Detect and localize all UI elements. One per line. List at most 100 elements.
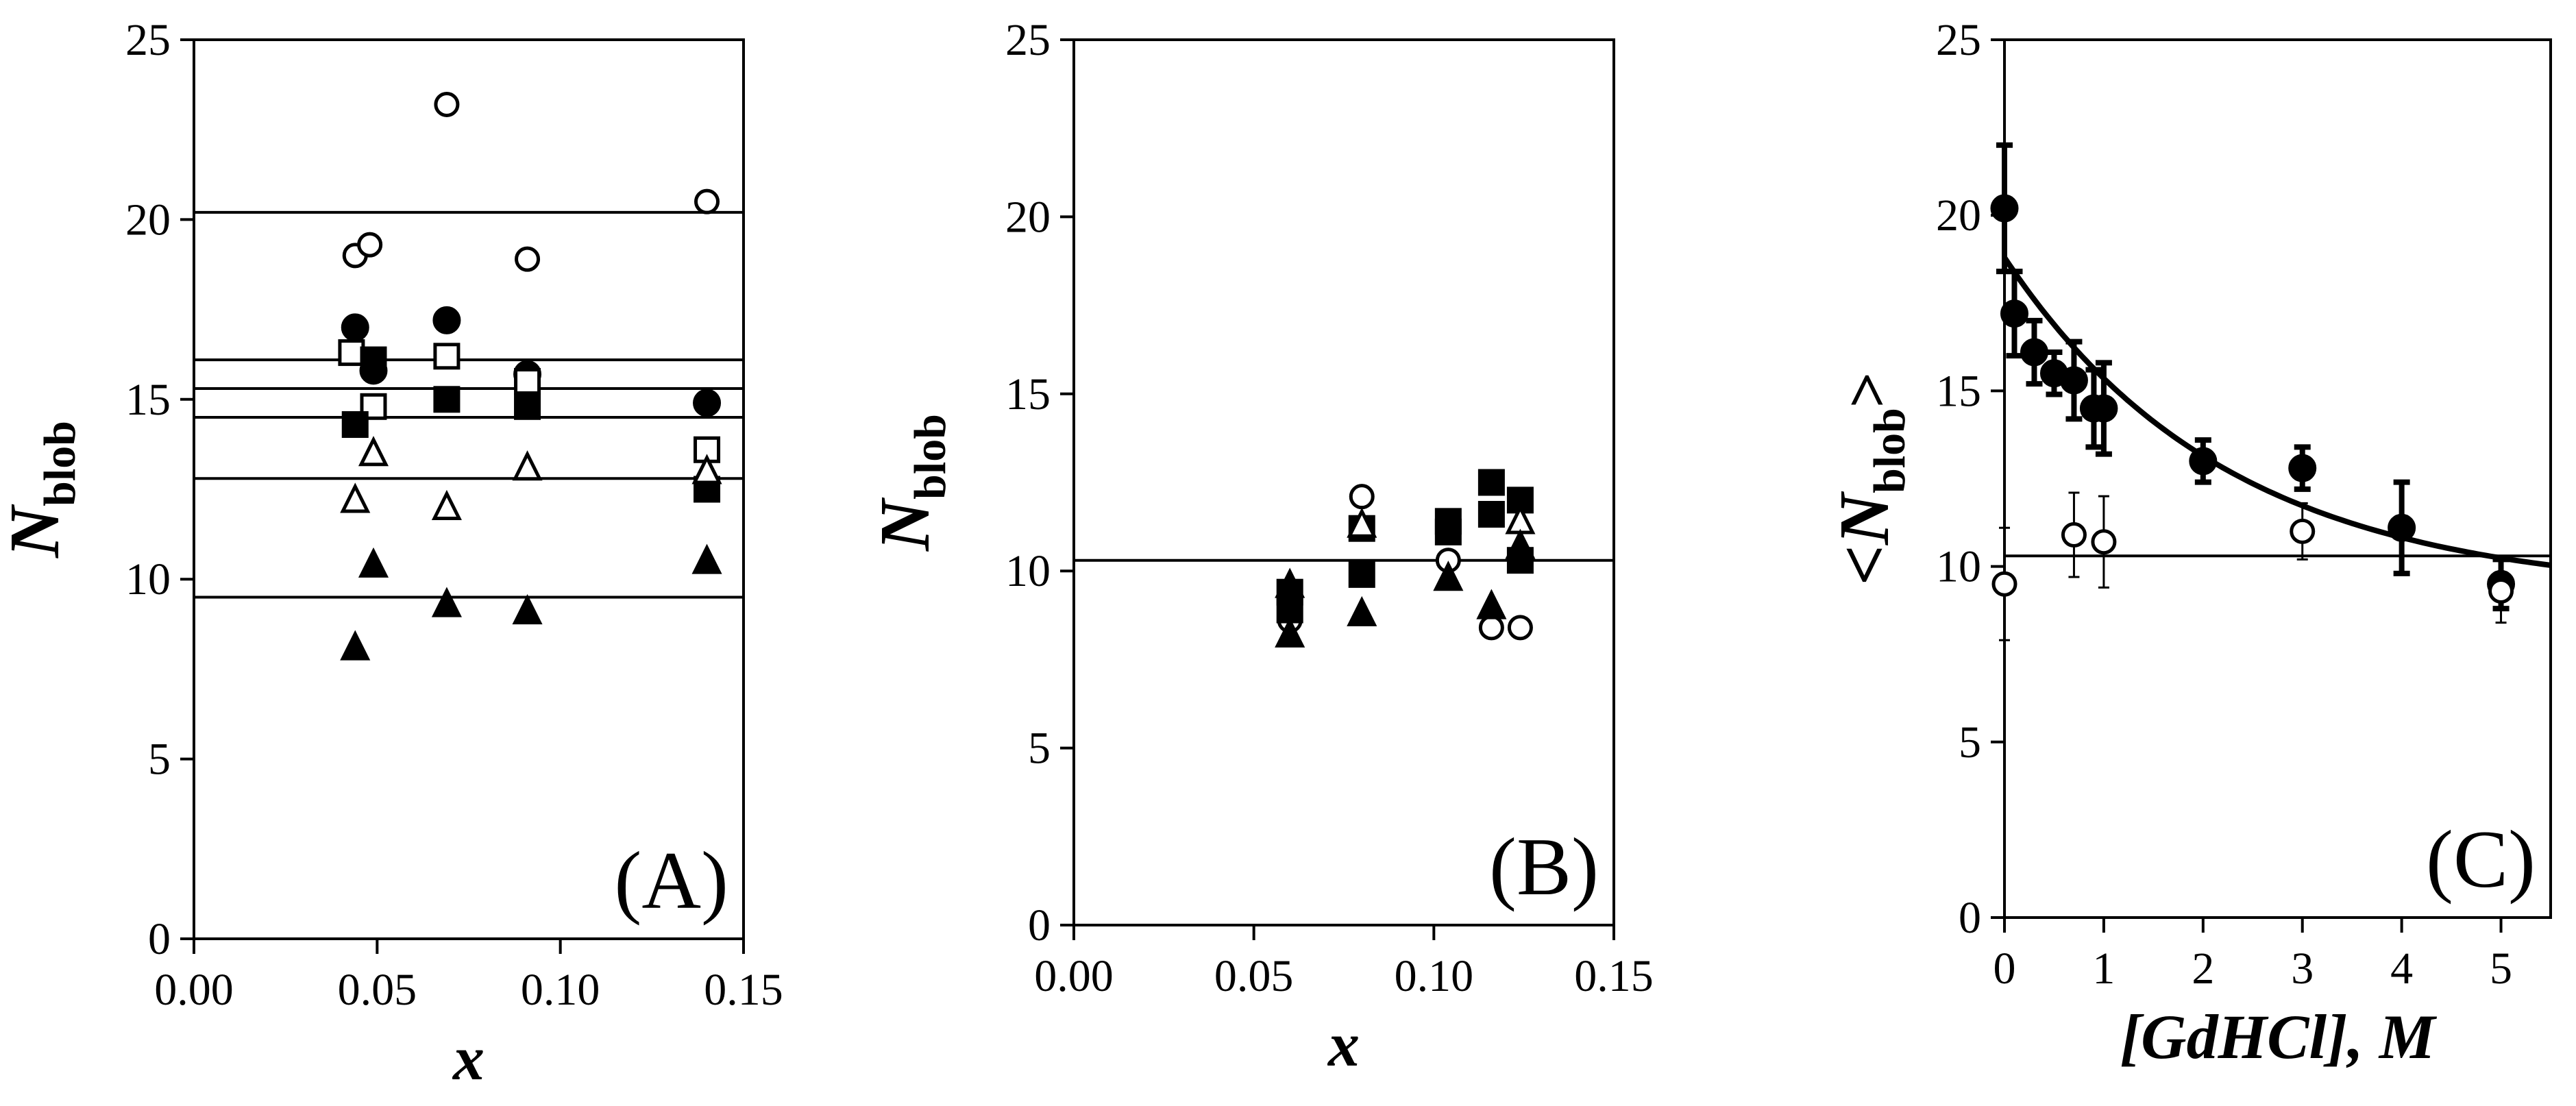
y-tick-label: 5 [148,735,171,785]
data-point [691,454,722,484]
data-point [1991,571,2017,597]
y-tick-label: 15 [1936,366,1981,416]
data-point [1433,561,1464,591]
x-tick-label: 5 [2490,944,2512,994]
data-point [340,482,371,513]
y-axis-title-main: N [866,497,944,552]
data-point [2288,454,2317,482]
y-tick-label: 20 [1005,192,1051,242]
y-axis-title-subscript: blob [905,414,955,500]
x-tick-label: 4 [2390,944,2413,994]
y-tick-label: 10 [1005,546,1051,596]
series-filled-triangle [1275,528,1536,648]
data-point [1507,615,1533,641]
y-axis-title: Nblob [866,414,955,552]
data-point [1348,561,1375,588]
data-point [358,547,389,578]
data-point [1477,501,1505,528]
y-tick-label: 20 [125,195,171,245]
data-point [514,368,541,395]
data-point [2488,578,2514,604]
y-axis-title-subscript: blob [1865,408,1915,493]
panel-a: 0 5 10 15 20 25 0.00 0.05 0.10 0.15 (A) x Nblob [0,15,783,1093]
panel-label: (B) [1489,821,1599,912]
y-tick-label: 5 [1028,724,1051,774]
y-axis-title-subscript: blob [35,421,85,506]
x-tick-label: 0.10 [1395,951,1474,1001]
data-point [341,411,369,439]
y-axis-title: Nblob [0,421,85,558]
y-tick-label: 0 [1028,900,1051,950]
data-point [340,630,371,661]
y-tick-label: 15 [125,375,171,425]
series-open-triangle [340,436,722,520]
data-point [512,594,543,625]
data-point [2290,518,2316,544]
data-point [515,246,541,272]
plot-frame [2003,38,2552,919]
data-point [2089,394,2118,423]
panel-label: (A) [614,835,728,926]
x-tick-label: 0.00 [154,965,234,1015]
x-tick-label: 3 [2291,944,2314,994]
data-point [1477,469,1505,496]
y-tick-label: 25 [1005,15,1051,65]
data-point [2189,447,2218,476]
data-point [1476,589,1507,619]
data-point [2091,529,2117,555]
x-tick-label: 2 [2192,944,2214,994]
x-tick-label: 0.05 [1214,951,1294,1001]
data-point [434,91,460,117]
data-point [360,346,387,373]
data-point [693,389,722,417]
y-tick-label: 0 [1959,893,1981,943]
x-tick-label: 1 [2092,944,2115,994]
data-point [2388,513,2416,542]
y-tick-label: 0 [148,914,171,964]
x-tick-label: 0.00 [1034,951,1114,1001]
x-tick-label: 0.15 [704,965,783,1015]
data-point [512,450,543,481]
data-point [1434,518,1462,545]
data-point [1275,567,1305,598]
panel-label: (C) [2426,813,2536,905]
data-point [433,343,461,370]
series-open-square [338,339,721,463]
data-point [1505,528,1536,559]
x-axis-title: [GdHCl], M [2120,1002,2438,1072]
data-point [2020,338,2048,367]
y-tick-label: 15 [1005,369,1051,419]
y-tick-label: 25 [125,15,171,65]
y-axis-title-main: <N [1825,491,1904,585]
x-tick-label: 0 [1994,944,2016,994]
data-point [358,436,389,467]
data-point [431,489,462,520]
y-tick-label: 5 [1959,717,1981,767]
data-point [2000,299,2028,328]
y-tick-label: 20 [1936,191,1981,241]
data-point [431,587,462,617]
data-point [433,386,461,413]
x-tick-label: 0.05 [338,965,417,1015]
x-axis-title: x [1327,1009,1360,1079]
x-tick-label: 0.15 [1574,951,1654,1001]
data-point [1347,507,1377,538]
x-axis-title: x [452,1023,484,1093]
y-tick-label: 10 [1936,542,1981,592]
y-axis-title-main: N [0,504,74,558]
y-axis-title-suffix: > [1832,372,1902,408]
y-tick-label: 25 [1936,15,1981,65]
data-point [338,339,365,367]
data-point [2061,521,2087,548]
data-point [1990,194,2019,223]
panel-b: 0 5 10 15 20 25 0.00 0.05 0.10 0.15 (B) x Nblob [866,15,1654,1079]
series-open-circle [1991,491,2514,641]
plot-frame [193,38,745,940]
series-open-circle [1277,484,1533,641]
data-point [1347,595,1377,626]
series-filled-triangle [340,543,722,661]
x-tick-label: 0.10 [521,965,600,1015]
data-point [432,306,461,334]
data-point [1275,617,1305,648]
